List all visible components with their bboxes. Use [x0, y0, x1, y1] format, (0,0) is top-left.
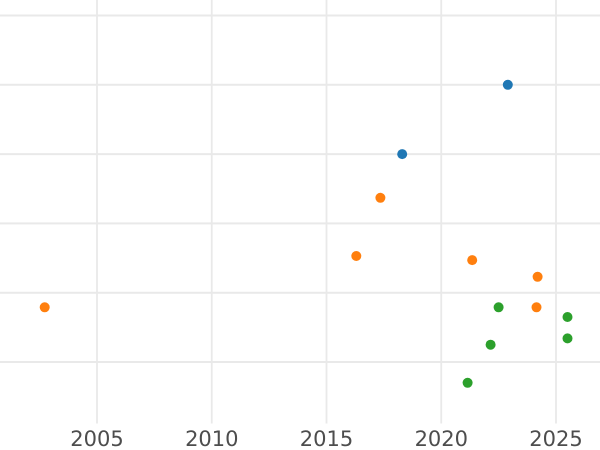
data-point-orange-series — [532, 271, 543, 282]
data-point-green-series — [562, 312, 573, 322]
x-tick-label: 2005 — [70, 427, 123, 450]
data-point-green-series — [493, 302, 504, 313]
data-point-blue-series — [502, 79, 513, 90]
data-point-orange-series — [531, 302, 542, 313]
data-point-orange-series — [375, 192, 386, 203]
x-tick-label: 2010 — [185, 427, 238, 450]
data-point-green-series — [562, 333, 573, 344]
data-point-blue-series — [397, 149, 408, 160]
x-tick-label: 2025 — [529, 427, 582, 450]
x-tick-label: 2020 — [415, 427, 468, 450]
x-tick-label: 2015 — [300, 427, 353, 450]
data-point-green-series — [485, 339, 496, 350]
data-point-orange-series — [39, 302, 50, 313]
data-point-orange-series — [351, 251, 362, 261]
data-point-green-series — [462, 377, 473, 388]
data-point-orange-series — [467, 255, 478, 266]
